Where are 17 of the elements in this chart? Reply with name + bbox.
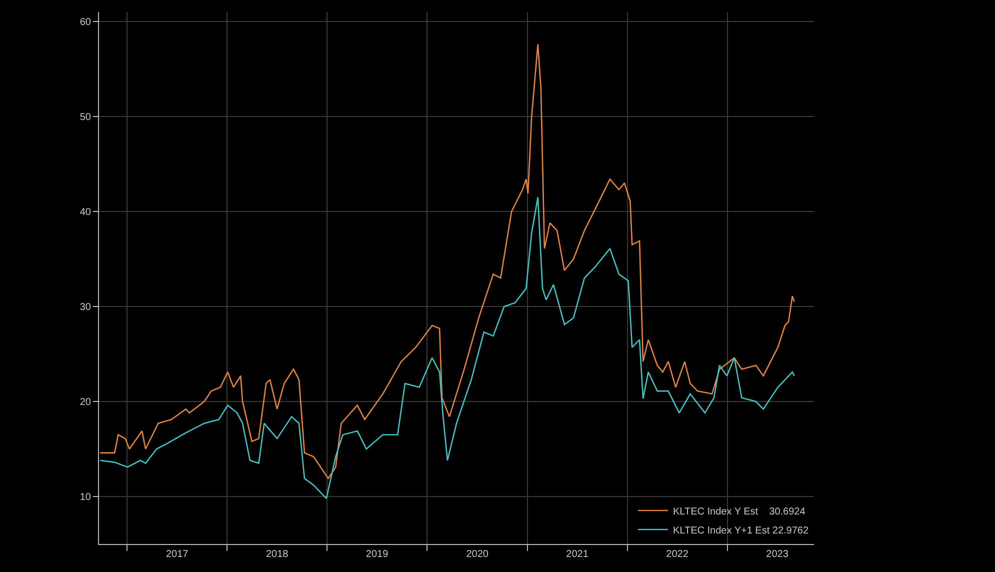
line-series — [99, 44, 795, 480]
y-tick-label: 10 — [80, 492, 92, 503]
line-series — [99, 196, 795, 500]
x-tick-label: 2021 — [566, 549, 589, 560]
legend-label: KLTEC Index Y Est 30.6924 — [673, 506, 806, 518]
y-tick-label: 50 — [80, 112, 92, 123]
y-tick-label: 60 — [80, 17, 92, 28]
y-tick-label: 20 — [80, 397, 92, 408]
x-tick-label: 2020 — [466, 549, 489, 560]
x-tick-label: 2017 — [166, 549, 189, 560]
x-tick-label: 2022 — [666, 549, 689, 560]
x-tick-label: 2019 — [366, 549, 389, 560]
x-tick-label: 2023 — [766, 549, 789, 560]
y-tick-label: 30 — [80, 302, 92, 313]
x-tick-label: 2018 — [266, 549, 289, 560]
y-tick-label: 40 — [80, 207, 92, 218]
legend-label: KLTEC Index Y+1 Est 22.9762 — [673, 525, 809, 536]
